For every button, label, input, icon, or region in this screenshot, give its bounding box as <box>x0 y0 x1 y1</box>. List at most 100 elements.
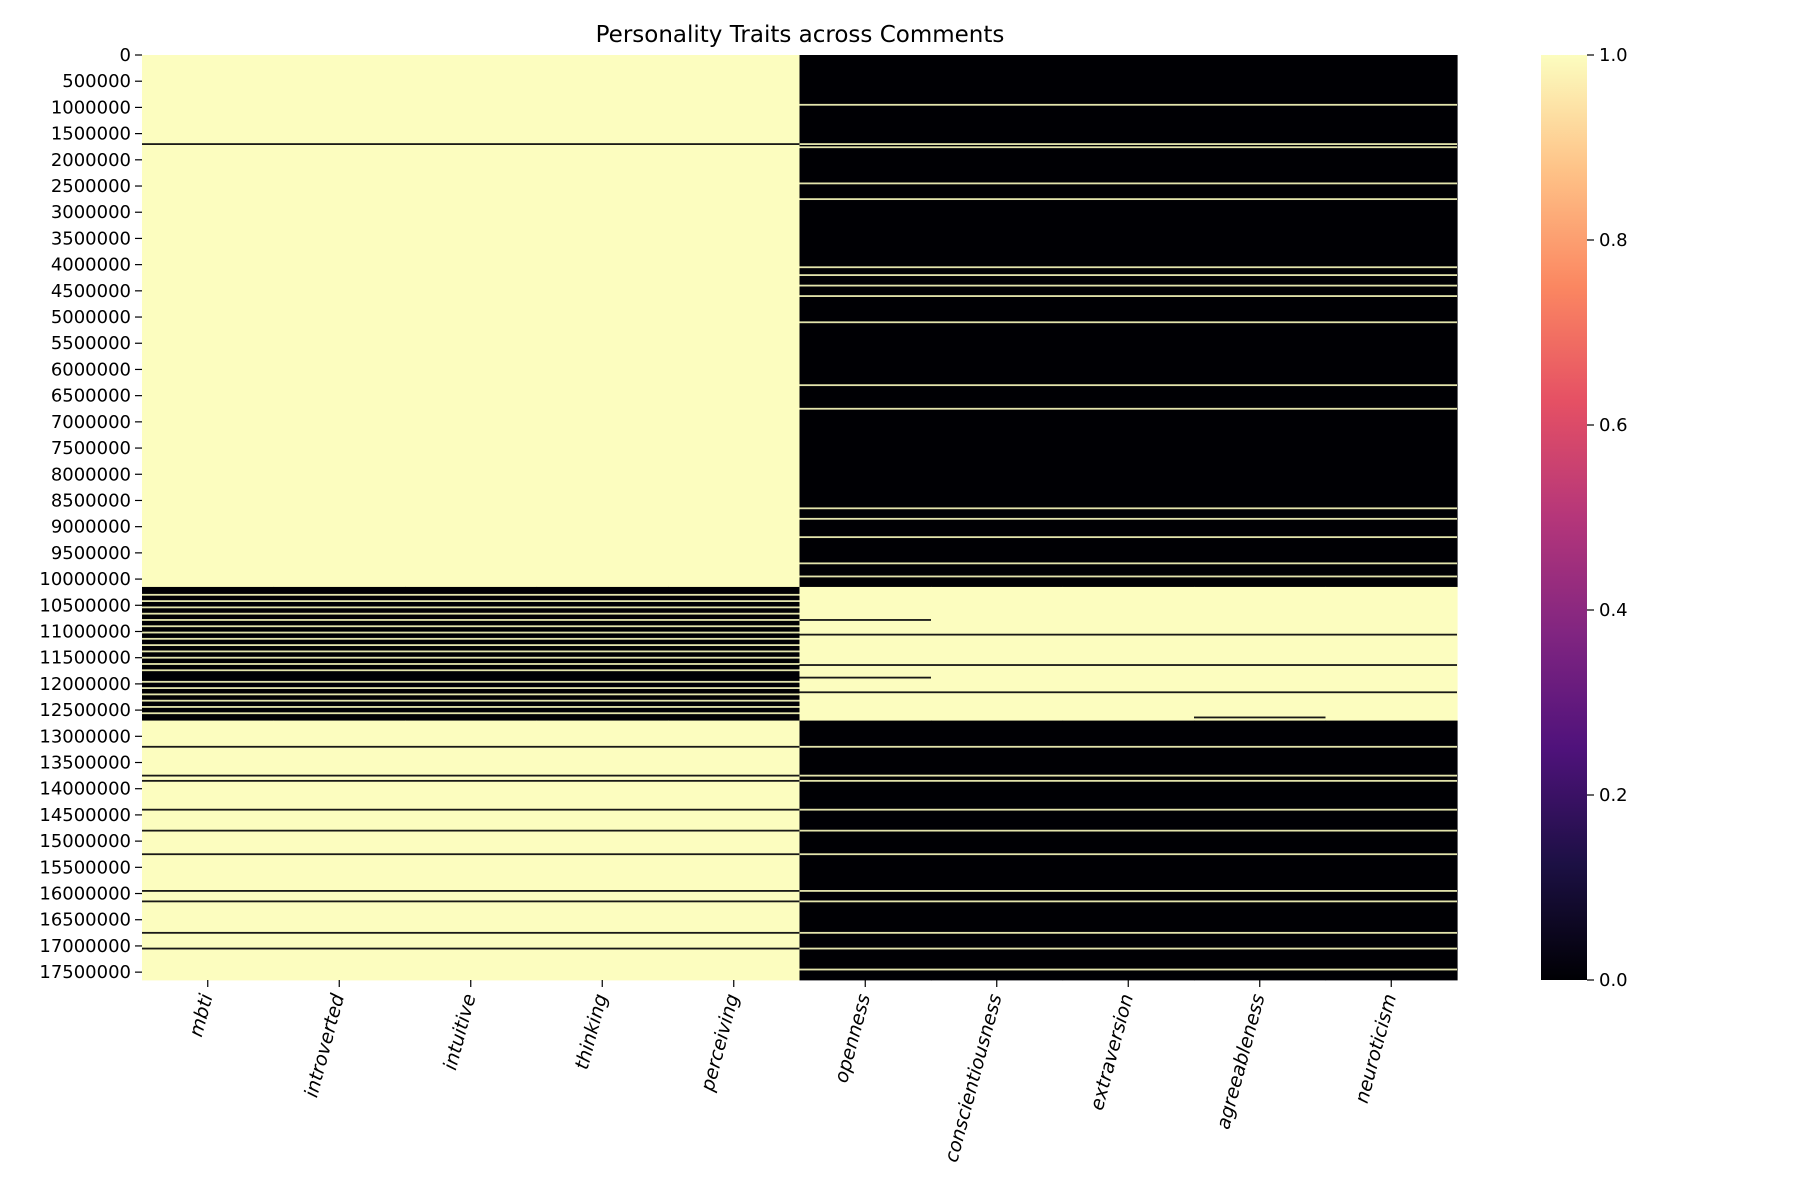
y-tick-label: 500000 <box>62 71 131 92</box>
heatmap-stripe-0 <box>799 103 1457 106</box>
heatmap-stripe-64 <box>799 968 1457 971</box>
heatmap-cell-introverted-block-0 <box>273 55 406 588</box>
heatmap-stripe-5 <box>799 198 1457 201</box>
y-tick-label: 17500000 <box>39 962 131 983</box>
heatmap-stripe-13 <box>799 507 1457 510</box>
heatmap-cell-perceiving-block-0 <box>668 55 801 588</box>
heatmap-stripe-28 <box>142 637 800 640</box>
x-tick-label-extraversion: extraversion <box>1086 992 1138 1113</box>
heatmap-stripe-19 <box>142 600 800 602</box>
heatmap-stripe-24 <box>142 625 800 628</box>
heatmap-cell-introverted-block-1 <box>273 586 406 721</box>
y-tick-label: 5500000 <box>51 333 131 354</box>
heatmap-stripe-14 <box>799 517 1457 520</box>
heatmap-cell-neuroticism-block-2 <box>1325 720 1458 981</box>
heatmap-cell-intuitive-block-2 <box>405 720 538 981</box>
heatmap-cell-thinking-block-0 <box>536 55 669 588</box>
heatmap-stripe-25 <box>142 631 800 634</box>
heatmap-stripe-10 <box>799 321 1457 324</box>
heatmap-stripe-39 <box>142 693 800 696</box>
x-tick-label-intuitive: intuitive <box>439 992 480 1073</box>
heatmap-cell-introverted-block-2 <box>273 720 406 981</box>
heatmap-stripe-40 <box>142 699 800 702</box>
heatmap-stripe-41 <box>142 706 800 708</box>
y-tick-label: 15000000 <box>39 831 131 852</box>
y-tick-label: 4000000 <box>51 255 131 276</box>
y-tick-label: 16000000 <box>39 884 131 905</box>
heatmap-stripe-58 <box>142 900 800 903</box>
heatmap-cell-openness-block-1 <box>799 586 932 721</box>
heatmap-stripe-55 <box>799 853 1457 856</box>
heatmap-stripe-61 <box>799 931 1457 934</box>
heatmap-cell-thinking-block-2 <box>536 720 669 981</box>
heatmap-stripe-63 <box>799 947 1457 950</box>
heatmap-stripe-57 <box>799 890 1457 892</box>
colorbar-tick-label: 0.2 <box>1599 785 1628 806</box>
heatmap-cell-mbti-block-2 <box>142 720 275 981</box>
heatmap-stripe-35 <box>799 676 931 679</box>
colorbar-gradient <box>1541 55 1587 980</box>
heatmap-stripe-23 <box>799 619 931 621</box>
y-tick-label: 4500000 <box>51 281 131 302</box>
heatmap-stripe-52 <box>142 829 800 832</box>
colorbar-tick-label: 1.0 <box>1599 45 1628 66</box>
heatmap-stripe-56 <box>142 890 800 892</box>
y-tick-label: 14500000 <box>39 805 131 826</box>
heatmap-stripe-26 <box>799 633 931 636</box>
heatmap-stripe-4 <box>799 182 1457 185</box>
heatmap-cell-agreeableness-block-2 <box>1194 720 1327 981</box>
heatmap-stripe-2 <box>799 143 1457 145</box>
y-tick-label: 13000000 <box>39 726 131 747</box>
heatmap-stripe-47 <box>799 774 1457 777</box>
colorbar-tick-label: 0.4 <box>1599 600 1628 621</box>
heatmap-cell-conscientiousness-block-2 <box>931 720 1064 981</box>
heatmap-stripe-32 <box>142 663 800 665</box>
y-tick-label: 10000000 <box>39 569 131 590</box>
colorbar-ticks: 0.0 0.2 0.4 0.6 0.8 1.0 <box>1587 45 1628 991</box>
heatmap-stripe-42 <box>142 712 800 715</box>
y-tick-label: 6000000 <box>51 359 131 380</box>
heatmap-stripe-20 <box>142 606 800 609</box>
y-tick-label: 7500000 <box>51 438 131 459</box>
y-tick-label: 8500000 <box>51 490 131 511</box>
y-tick-label: 10500000 <box>39 595 131 616</box>
heatmap-stripe-36 <box>142 680 800 683</box>
y-tick-label: 13500000 <box>39 753 131 774</box>
y-tick-label: 14000000 <box>39 779 131 800</box>
y-tick-label: 2500000 <box>51 176 131 197</box>
heatmap-cell-thinking-block-1 <box>536 586 669 721</box>
heatmap-stripe-18 <box>142 593 800 596</box>
chart-title: Personality Traits across Comments <box>596 22 1005 48</box>
heatmap-cell-agreeableness-block-1 <box>1194 586 1327 721</box>
heatmap-cell-perceiving-block-1 <box>668 586 801 721</box>
y-tick-label: 0 <box>120 45 131 66</box>
heatmap-stripe-60 <box>142 931 800 934</box>
heatmap-stripe-12 <box>799 407 1457 410</box>
heatmap-stripe-34 <box>142 669 800 672</box>
y-axis: 0 500000 1000000 1500000 2000000 2500000 30000… <box>39 45 142 983</box>
heatmap-stripe-43 <box>1194 716 1326 719</box>
heatmap-cell-neuroticism-block-1 <box>1325 586 1458 721</box>
heatmap-stripe-44 <box>142 745 800 748</box>
heatmap-stripe-7 <box>799 274 1457 277</box>
x-tick-label-introverted: introverted <box>300 991 349 1100</box>
heatmap-stripe-27 <box>931 633 1457 636</box>
heatmap-stripes <box>142 103 1457 971</box>
heatmap-stripe-17 <box>799 575 1457 578</box>
heatmap-stripe-37 <box>142 687 800 689</box>
x-tick-label-conscientiousness: conscientiousness <box>940 992 1006 1165</box>
heatmap-cells <box>142 55 1458 981</box>
heatmap-stripe-30 <box>142 650 800 653</box>
y-tick-label: 11000000 <box>39 621 131 642</box>
heatmap-stripe-8 <box>799 284 1457 287</box>
heatmap-stripe-15 <box>799 536 1457 539</box>
y-tick-label: 1000000 <box>51 97 131 118</box>
heatmap-stripe-62 <box>142 947 800 950</box>
heatmap-stripe-46 <box>142 774 800 777</box>
heatmap-stripe-59 <box>799 900 1457 903</box>
y-tick-label: 3000000 <box>51 202 131 223</box>
y-tick-label: 9500000 <box>51 543 131 564</box>
heatmap-stripe-53 <box>799 829 1457 832</box>
heatmap-cell-openness-block-2 <box>799 720 932 981</box>
